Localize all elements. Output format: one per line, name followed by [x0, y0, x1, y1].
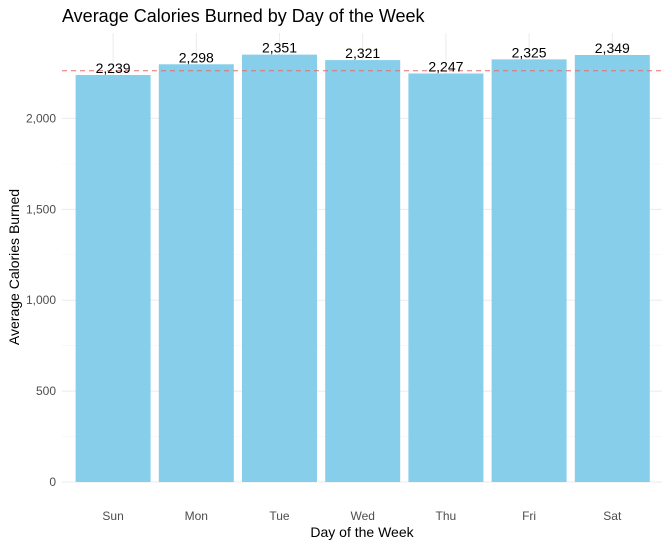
y-tick-label: 500: [36, 384, 56, 398]
data-label-mon: 2,298: [179, 49, 214, 65]
x-tick-label-sun: Sun: [102, 509, 123, 523]
chart-title: Average Calories Burned by Day of the We…: [62, 6, 426, 26]
data-label-tue: 2,351: [262, 40, 297, 56]
y-tick-label: 1,000: [26, 293, 56, 307]
x-tick-label-mon: Mon: [185, 509, 208, 523]
data-labels: 2,239 2,298 2,351 2,321 2,247 2,325 2,349: [96, 40, 630, 76]
bar-tue: [242, 54, 317, 482]
x-tick-label-tue: Tue: [269, 509, 290, 523]
bar-fri: [491, 59, 567, 482]
bar-mon: [158, 64, 234, 483]
x-tick-label-wed: Wed: [350, 509, 374, 523]
x-tick-label-thu: Thu: [436, 509, 457, 523]
y-tick-label: 2,000: [26, 111, 56, 125]
data-label-thu: 2,247: [428, 59, 463, 75]
bar-sun: [75, 74, 151, 482]
y-axis-ticks: 0 500 1,000 1,500 2,000: [26, 111, 56, 489]
data-label-sun: 2,239: [96, 60, 131, 76]
bars: [75, 54, 650, 483]
bar-thu: [408, 73, 484, 483]
y-tick-label: 1,500: [26, 202, 56, 216]
x-tick-label-sat: Sat: [603, 509, 622, 523]
x-tick-label-fri: Fri: [522, 509, 536, 523]
y-axis-title: Average Calories Burned: [6, 189, 22, 345]
bar-wed: [325, 60, 401, 483]
data-label-wed: 2,321: [345, 45, 380, 61]
x-axis-ticks: Sun Mon Tue Wed Thu Fri Sat: [102, 509, 622, 523]
x-axis-title: Day of the Week: [310, 524, 414, 540]
y-tick-label: 0: [49, 475, 56, 489]
data-label-sat: 2,349: [595, 40, 630, 56]
data-label-fri: 2,325: [512, 44, 547, 60]
bar-sat: [574, 54, 650, 483]
